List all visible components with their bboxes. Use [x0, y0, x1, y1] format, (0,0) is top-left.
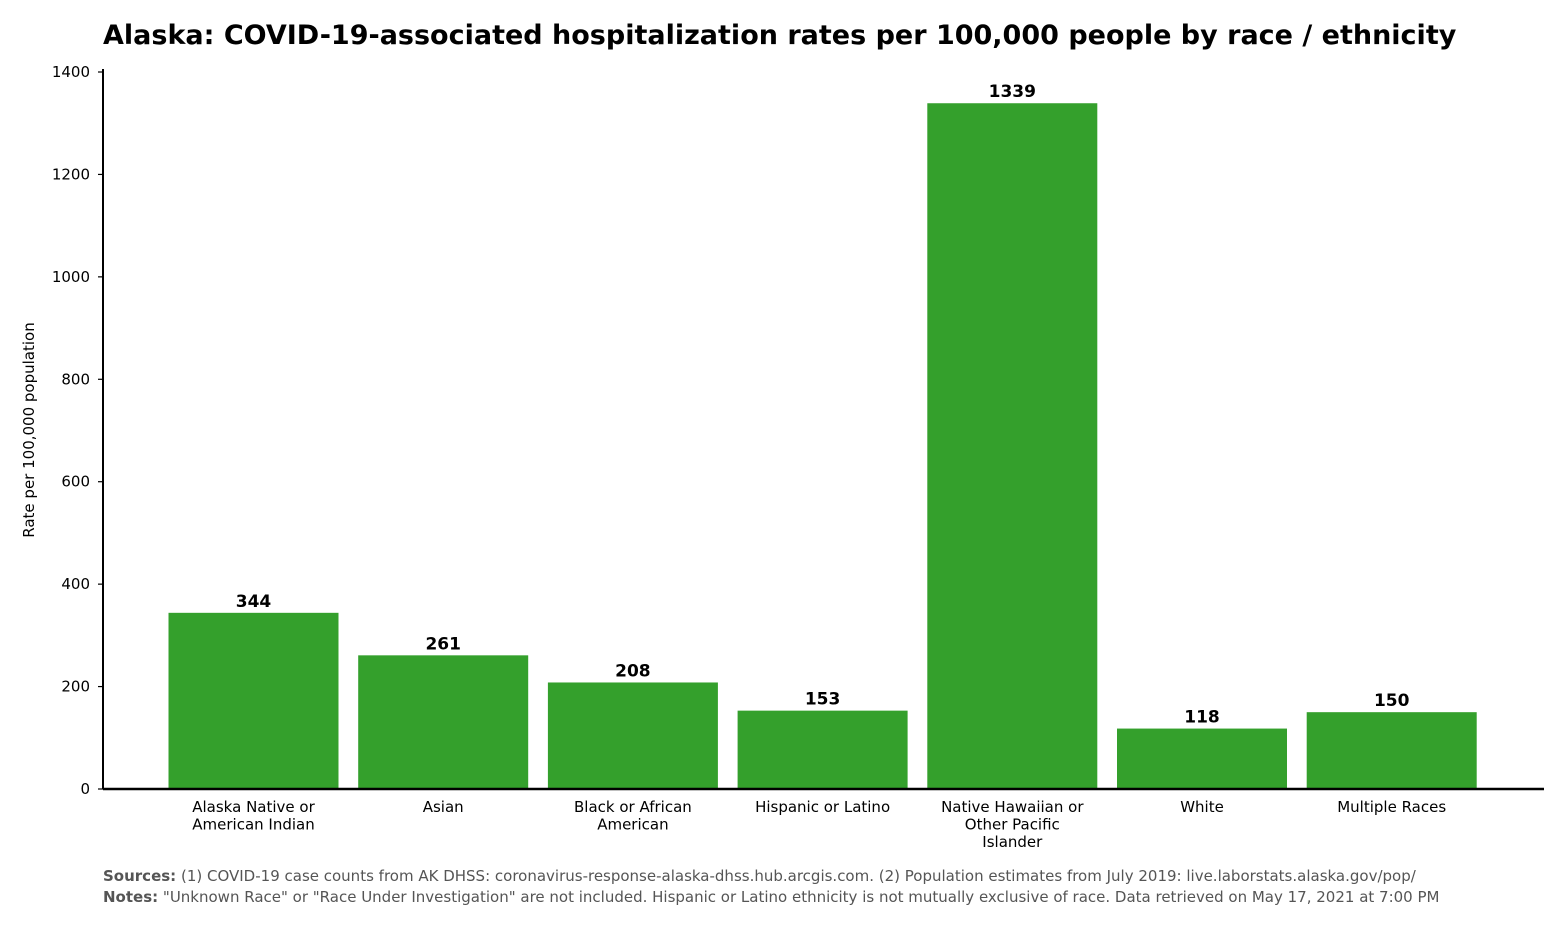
sources-text: (1) COVID-19 case counts from AK DHSS: c… — [180, 867, 1416, 885]
bar-value-label: 1339 — [989, 82, 1036, 102]
bar — [737, 710, 908, 789]
bar — [1117, 728, 1287, 789]
y-tick-label: 600 — [61, 473, 90, 491]
bar-value-label: 118 — [1184, 708, 1220, 728]
bar — [927, 103, 1098, 789]
bar-value-label: 150 — [1374, 691, 1410, 711]
x-tick-label: Alaska Native or American Indian — [192, 798, 315, 834]
x-axis: Alaska Native or American Indian Asian Blac… — [103, 787, 1544, 851]
y-axis: 0 200 400 600 800 1000 1200 1400 — [52, 63, 104, 798]
chart-footer: Sources: (1) COVID-19 case counts from A… — [103, 866, 1439, 908]
bar — [547, 682, 718, 789]
bar — [358, 655, 529, 789]
bar-value-label: 261 — [425, 634, 461, 654]
notes-line: Notes: "Unknown Race" or "Race Under Inv… — [103, 887, 1439, 908]
bar — [1306, 712, 1477, 789]
bar — [168, 612, 339, 789]
x-tick-label: Multiple Races — [1337, 798, 1446, 816]
bar-value-label: 208 — [615, 661, 651, 681]
x-tick-label: Native Hawaiian or Other Pacific Islander — [941, 798, 1084, 851]
y-tick-label: 1000 — [52, 268, 90, 286]
bar-value-label: 153 — [805, 690, 841, 710]
sources-line: Sources: (1) COVID-19 case counts from A… — [103, 866, 1439, 887]
notes-text: "Unknown Race" or "Race Under Investigat… — [162, 888, 1440, 906]
y-tick-label: 800 — [61, 370, 90, 388]
y-tick-label: 0 — [80, 780, 90, 798]
x-tick-label: Asian — [423, 798, 464, 816]
y-axis-label: Rate per 100,000 population — [20, 322, 38, 537]
y-tick-label: 400 — [61, 575, 90, 593]
x-tick-label: White — [1180, 798, 1224, 816]
y-tick-label: 200 — [61, 678, 90, 696]
value-labels-group: 344 261 208 153 1339 118 150 — [236, 82, 1410, 727]
x-tick-label: Black or African American — [574, 798, 692, 834]
notes-label: Notes: — [103, 888, 159, 906]
y-tick-label: 1200 — [52, 165, 90, 183]
chart-title: Alaska: COVID-19-associated hospitalizat… — [103, 20, 1457, 51]
y-tick-label: 1400 — [52, 63, 90, 81]
bar-value-label: 344 — [236, 592, 272, 612]
x-tick-label: Hispanic or Latino — [755, 798, 890, 816]
bars-group — [168, 103, 1477, 789]
sources-label: Sources: — [103, 867, 177, 885]
